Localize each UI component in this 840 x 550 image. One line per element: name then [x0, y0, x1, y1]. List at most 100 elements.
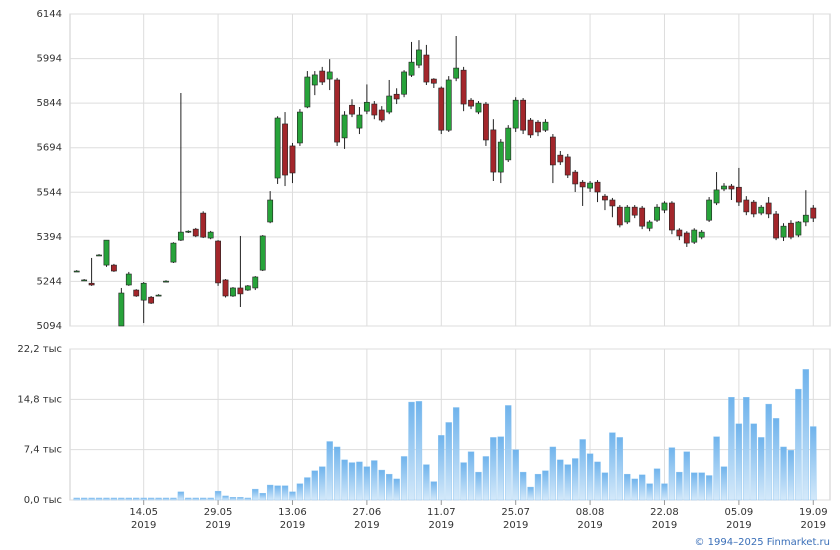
volume-bar: [214, 490, 222, 501]
volume-bar: [452, 407, 460, 501]
volume-bar: [534, 473, 542, 501]
volume-bar: [207, 497, 214, 501]
candle-body: [616, 206, 623, 226]
candle-body: [140, 282, 147, 301]
candle-body: [646, 221, 653, 229]
candle-body: [230, 287, 236, 297]
candle-body: [587, 182, 593, 189]
volume-bar: [765, 403, 772, 501]
volume-bar: [244, 497, 252, 501]
candle-body: [631, 206, 638, 216]
volume-bar: [624, 473, 631, 501]
volume-bar: [646, 483, 653, 501]
volume-bar: [609, 432, 616, 501]
volume-bar: [393, 478, 400, 501]
volume-bar: [386, 473, 393, 501]
candle-body: [423, 54, 430, 83]
volume-bar: [586, 453, 594, 501]
candle-body: [349, 104, 355, 115]
candle-body: [118, 292, 125, 327]
candle-body: [460, 69, 467, 105]
volume-bar: [728, 397, 735, 501]
y-tick-label: 14,8 тыс: [17, 394, 62, 405]
volume-bar: [564, 464, 571, 501]
volume-bar: [363, 466, 371, 501]
volume-bar: [594, 461, 601, 501]
candle-body: [572, 171, 579, 185]
candle-body: [698, 231, 705, 238]
volume-bar: [103, 497, 110, 501]
y-tick-label: 5694: [37, 143, 62, 154]
candle-body: [192, 228, 199, 237]
volume-bar: [192, 497, 199, 501]
volume-bar: [266, 484, 274, 501]
x-tick-label: 25.07: [501, 507, 530, 518]
candle-body: [780, 225, 787, 238]
candle-body: [170, 242, 177, 263]
candle-body: [735, 186, 742, 203]
candle-body: [483, 103, 489, 141]
volume-bar: [720, 466, 728, 501]
volume-bar: [438, 435, 445, 501]
candle-body: [750, 201, 757, 215]
volume-bar: [222, 495, 229, 501]
x-tick-label: 2019: [577, 520, 602, 531]
volume-bar: [73, 497, 80, 501]
volume-bar: [519, 471, 527, 501]
plot-frame: [69, 13, 831, 327]
volume-bar: [542, 470, 549, 501]
candle-body: [490, 129, 497, 173]
volume-bar: [572, 458, 579, 501]
x-tick-label: 14.05: [129, 507, 158, 518]
candle-body: [133, 289, 140, 297]
volume-bar: [445, 422, 452, 501]
candle-body: [200, 212, 207, 238]
candle-body: [669, 202, 675, 231]
volume-bar: [423, 464, 430, 501]
candle-body: [691, 229, 698, 243]
volume-bar: [341, 459, 348, 501]
volume-bar: [415, 401, 423, 501]
candle-body: [609, 199, 616, 207]
candle-body: [237, 287, 244, 295]
x-tick-label: 2019: [801, 520, 826, 531]
volume-bar: [676, 471, 683, 501]
volume-bar: [185, 497, 192, 501]
volume-bar: [475, 471, 482, 501]
candle-body: [624, 206, 631, 223]
candle-body: [73, 270, 80, 273]
candle-body: [416, 49, 422, 66]
candle-body: [371, 103, 378, 116]
candle-body: [505, 127, 512, 161]
volume-bar: [631, 478, 638, 501]
y-tick-label: 6144: [37, 9, 62, 20]
volume-bar: [750, 423, 757, 501]
candle-body: [557, 154, 564, 163]
candle-body: [802, 214, 809, 223]
volume-bar: [259, 492, 266, 501]
candle-body: [185, 230, 192, 233]
candle-body: [96, 254, 102, 257]
y-tick-label: 5244: [37, 276, 62, 287]
candle-body: [743, 199, 750, 213]
volume-bar: [698, 472, 705, 501]
candle-body: [297, 111, 303, 144]
volume-bar: [80, 497, 88, 501]
candle-body: [148, 296, 155, 304]
volume-bar: [787, 450, 795, 501]
volume-bar: [289, 491, 296, 501]
candle-body: [512, 99, 519, 129]
y-tick-label: 5094: [37, 321, 62, 332]
volume-bar: [356, 461, 363, 501]
candle-body: [304, 76, 311, 108]
volume-bar: [810, 426, 817, 501]
candle-body: [378, 109, 385, 121]
x-tick-label: 22.08: [650, 507, 679, 518]
candle-body: [274, 117, 281, 179]
y-tick-label: 0,0 тыс: [24, 495, 62, 506]
volume-bar: [378, 469, 385, 501]
candle-body: [527, 119, 534, 136]
volume-bar: [348, 462, 356, 501]
volume-bar: [118, 497, 125, 501]
candle-body: [795, 221, 802, 236]
